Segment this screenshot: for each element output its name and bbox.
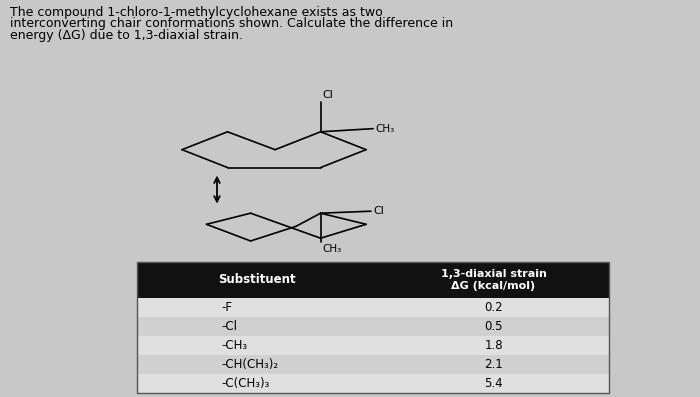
Bar [136, 262, 609, 298]
Text: 5.4: 5.4 [484, 377, 503, 390]
Text: 2.1: 2.1 [484, 358, 503, 371]
Bar [136, 298, 609, 317]
Text: 1.8: 1.8 [484, 339, 503, 352]
Bar [136, 262, 609, 393]
Text: -Cl: -Cl [221, 320, 237, 333]
Text: interconverting chair conformations shown. Calculate the difference in: interconverting chair conformations show… [10, 17, 454, 31]
Bar [136, 355, 609, 374]
Text: -F: -F [221, 301, 232, 314]
Bar [136, 336, 609, 355]
Text: Substituent: Substituent [218, 274, 296, 286]
Text: CH₃: CH₃ [323, 244, 342, 254]
Text: Cl: Cl [323, 90, 334, 100]
Text: -CH₃: -CH₃ [221, 339, 247, 352]
Text: energy (ΔG) due to 1,3-diaxial strain.: energy (ΔG) due to 1,3-diaxial strain. [10, 29, 244, 42]
Text: 1,3-diaxial strain
ΔG (kcal/mol): 1,3-diaxial strain ΔG (kcal/mol) [440, 269, 547, 291]
Text: -C(CH₃)₃: -C(CH₃)₃ [221, 377, 270, 390]
Text: -CH(CH₃)₂: -CH(CH₃)₂ [221, 358, 278, 371]
Text: CH₃: CH₃ [375, 123, 395, 134]
Text: Cl: Cl [373, 206, 384, 216]
Bar [136, 317, 609, 336]
Text: 0.2: 0.2 [484, 301, 503, 314]
Text: 0.5: 0.5 [484, 320, 503, 333]
Text: The compound 1-chloro-1-methylcyclohexane exists as two: The compound 1-chloro-1-methylcyclohexan… [10, 6, 384, 19]
Bar [136, 374, 609, 393]
